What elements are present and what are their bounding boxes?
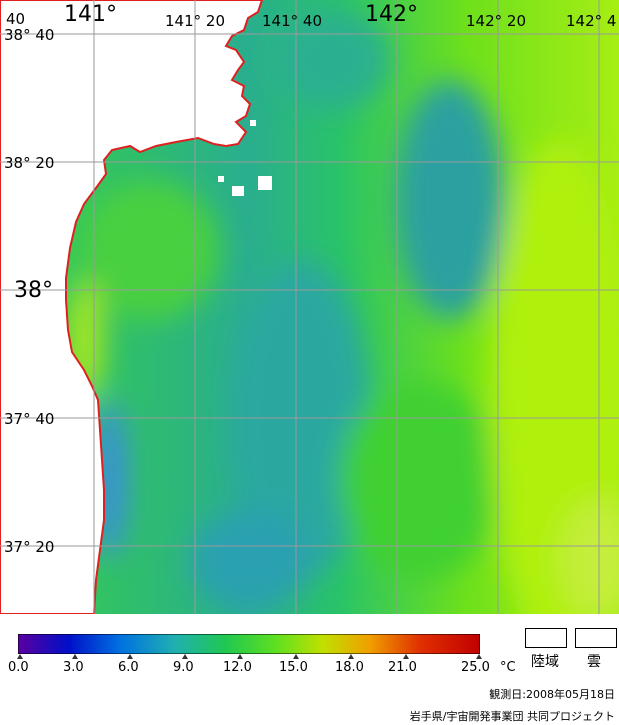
legend-tick-label: 0.0: [8, 660, 29, 675]
sst-map: [0, 0, 619, 614]
land-swatch: [525, 628, 567, 648]
land-area: [0, 0, 264, 614]
legend-tick-label: 12.0: [223, 660, 252, 675]
lon-label: 141° 20: [165, 12, 225, 30]
temperature-color-scale: [18, 634, 480, 654]
lat-label: 38° 40: [4, 26, 55, 44]
legend-tick: [348, 654, 354, 659]
legend-tick: [127, 654, 133, 659]
lon-label: 142° 4: [566, 12, 617, 30]
lat-label: 38°: [14, 278, 53, 303]
lon-label: 141°: [64, 2, 117, 27]
legend-tick-label: 18.0: [335, 660, 364, 675]
lat-label: 37° 40: [4, 410, 55, 428]
legend-tick: [403, 654, 409, 659]
lon-label: 142° 20: [466, 12, 526, 30]
legend-tick-label: 25.0: [461, 660, 490, 675]
land-label: 陸域: [531, 654, 559, 670]
lon-label: 40: [6, 10, 26, 28]
legend-tick: [182, 654, 188, 659]
cloud-swatch: [575, 628, 617, 648]
legend-tick: [237, 654, 243, 659]
lat-label: 37° 20: [4, 538, 55, 556]
sst-patches: [67, 10, 619, 614]
observation-date: 観測日:2008年05月18日: [489, 688, 615, 701]
cloud-specks: [218, 120, 272, 196]
lon-label: 141° 40: [262, 12, 322, 30]
cloud-label: 雲: [587, 654, 601, 670]
lon-label: 142°: [365, 2, 418, 27]
credit-line: 岩手県/宇宙開発事業団 共同プロジェクト: [409, 710, 615, 723]
legend-unit: °C: [500, 660, 516, 675]
legend-tick-label: 3.0: [63, 660, 84, 675]
legend-tick: [476, 654, 482, 659]
legend-tick-label: 6.0: [118, 660, 139, 675]
legend-tick: [293, 654, 299, 659]
legend-tick-label: 21.0: [388, 660, 417, 675]
legend-tick: [17, 654, 23, 659]
legend-tick: [72, 654, 78, 659]
grid-lines: [0, 0, 619, 614]
lat-label: 38° 20: [4, 154, 55, 172]
legend-tick-label: 9.0: [173, 660, 194, 675]
legend-tick-label: 15.0: [279, 660, 308, 675]
